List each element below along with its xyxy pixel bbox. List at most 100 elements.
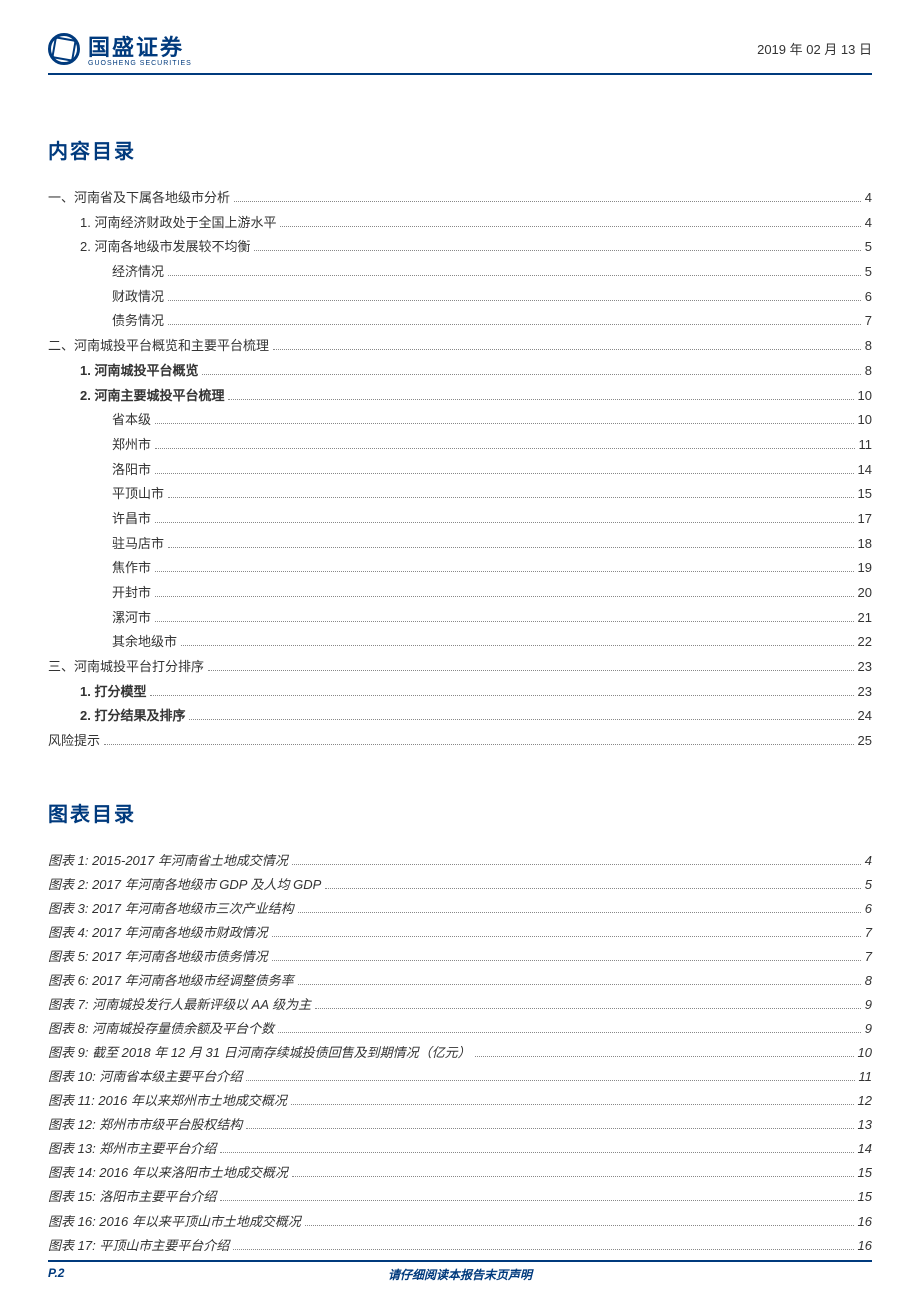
figure-entry-label: 图表 13: 郑州市主要平台介绍 — [48, 1137, 216, 1161]
toc-entry-page: 8 — [865, 334, 872, 359]
figure-entry-label: 图表 17: 平顶山市主要平台介绍 — [48, 1234, 229, 1258]
toc-row[interactable]: 2. 河南各地级市发展较不均衡5 — [48, 235, 872, 260]
content-toc: 一、河南省及下属各地级市分析41. 河南经济财政处于全国上游水平42. 河南各地… — [48, 186, 872, 754]
toc-leader-dots — [168, 324, 861, 325]
figure-row[interactable]: 图表 16: 2016 年以来平顶山市土地成交概况 16 — [48, 1210, 872, 1234]
footer-page-number: P.2 — [48, 1266, 64, 1280]
toc-row[interactable]: 2. 河南主要城投平台梳理10 — [48, 384, 872, 409]
toc-entry-label: 许昌市 — [112, 507, 151, 532]
toc-leader-dots — [155, 423, 854, 424]
toc-entry-page: 10 — [858, 408, 872, 433]
toc-leader-dots — [208, 670, 854, 671]
figure-entry-page: 15 — [858, 1161, 872, 1185]
toc-row[interactable]: 三、河南城投平台打分排序23 — [48, 655, 872, 680]
toc-leader-dots — [104, 744, 854, 745]
page-footer: P.2 请仔细阅读本报告末页声明 — [48, 1260, 872, 1280]
toc-entry-label: 三、河南城投平台打分排序 — [48, 655, 204, 680]
figure-row[interactable]: 图表 2: 2017 年河南各地级市 GDP 及人均 GDP5 — [48, 873, 872, 897]
toc-entry-page: 23 — [858, 680, 872, 705]
toc-row[interactable]: 驻马店市18 — [48, 532, 872, 557]
toc-row[interactable]: 1. 打分模型 23 — [48, 680, 872, 705]
toc-row[interactable]: 1. 河南城投平台概览8 — [48, 359, 872, 384]
toc-row[interactable]: 许昌市 17 — [48, 507, 872, 532]
toc-entry-label: 2. 打分结果及排序 — [80, 704, 185, 729]
toc-row[interactable]: 省本级 10 — [48, 408, 872, 433]
toc-entry-page: 15 — [858, 482, 872, 507]
figure-row[interactable]: 图表 4: 2017 年河南各地级市财政情况7 — [48, 921, 872, 945]
toc-row[interactable]: 平顶山市15 — [48, 482, 872, 507]
toc-entry-page: 5 — [865, 260, 872, 285]
figure-entry-label: 图表 16: 2016 年以来平顶山市土地成交概况 — [48, 1210, 301, 1234]
toc-row[interactable]: 二、河南城投平台概览和主要平台梳理8 — [48, 334, 872, 359]
toc-leader-dots — [155, 621, 854, 622]
toc-entry-page: 25 — [858, 729, 872, 754]
figure-leader-dots — [292, 864, 861, 865]
toc-row[interactable]: 开封市20 — [48, 581, 872, 606]
toc-entry-label: 1. 打分模型 — [80, 680, 146, 705]
toc-row[interactable]: 风险提示25 — [48, 729, 872, 754]
toc-entry-label: 开封市 — [112, 581, 151, 606]
toc-entry-label: 焦作市 — [112, 556, 151, 581]
figure-row[interactable]: 图表 7: 河南城投发行人最新评级以 AA 级为主9 — [48, 993, 872, 1017]
figure-row[interactable]: 图表 12: 郑州市市级平台股权结构 13 — [48, 1113, 872, 1137]
figure-row[interactable]: 图表 10: 河南省本级主要平台介绍11 — [48, 1065, 872, 1089]
toc-leader-dots — [155, 448, 854, 449]
figure-row[interactable]: 图表 6: 2017 年河南各地级市经调整债务率 8 — [48, 969, 872, 993]
figure-entry-page: 5 — [865, 873, 872, 897]
logo-text-wrap: 国盛证券 GUOSHENG SECURITIES — [88, 30, 192, 67]
toc-entry-label: 漯河市 — [112, 606, 151, 631]
figure-entry-label: 图表 7: 河南城投发行人最新评级以 AA 级为主 — [48, 993, 311, 1017]
toc-entry-page: 21 — [858, 606, 872, 631]
toc-row[interactable]: 2. 打分结果及排序24 — [48, 704, 872, 729]
figure-row[interactable]: 图表 3: 2017 年河南各地级市三次产业结构6 — [48, 897, 872, 921]
toc-row[interactable]: 其余地级市22 — [48, 630, 872, 655]
figure-entry-page: 10 — [858, 1041, 872, 1065]
toc-row[interactable]: 债务情况7 — [48, 309, 872, 334]
figure-entry-label: 图表 15: 洛阳市主要平台介绍 — [48, 1185, 216, 1209]
figure-leader-dots — [220, 1152, 853, 1153]
figure-row[interactable]: 图表 5: 2017 年河南各地级市债务情况7 — [48, 945, 872, 969]
page-header: 国盛证券 GUOSHENG SECURITIES 2019 年 02 月 13 … — [48, 30, 872, 75]
toc-entry-page: 4 — [865, 211, 872, 236]
toc-leader-dots — [155, 571, 854, 572]
figure-leader-dots — [292, 1176, 854, 1177]
toc-row[interactable]: 洛阳市14 — [48, 458, 872, 483]
toc-leader-dots — [168, 547, 854, 548]
figure-leader-dots — [298, 912, 861, 913]
toc-leader-dots — [181, 645, 854, 646]
figure-entry-page: 9 — [865, 1017, 872, 1041]
toc-entry-label: 驻马店市 — [112, 532, 164, 557]
figure-entry-label: 图表 4: 2017 年河南各地级市财政情况 — [48, 921, 268, 945]
toc-row[interactable]: 经济情况5 — [48, 260, 872, 285]
figure-row[interactable]: 图表 17: 平顶山市主要平台介绍16 — [48, 1234, 872, 1258]
figure-row[interactable]: 图表 14: 2016 年以来洛阳市土地成交概况15 — [48, 1161, 872, 1185]
figure-row[interactable]: 图表 1: 2015-2017 年河南省土地成交情况4 — [48, 849, 872, 873]
toc-entry-label: 2. 河南各地级市发展较不均衡 — [80, 235, 250, 260]
figure-entry-page: 13 — [858, 1113, 872, 1137]
figure-leader-dots — [315, 1008, 861, 1009]
toc-leader-dots — [168, 275, 861, 276]
figure-row[interactable]: 图表 15: 洛阳市主要平台介绍15 — [48, 1185, 872, 1209]
toc-row[interactable]: 焦作市19 — [48, 556, 872, 581]
toc-entry-page: 17 — [858, 507, 872, 532]
toc-row[interactable]: 1. 河南经济财政处于全国上游水平4 — [48, 211, 872, 236]
figure-row[interactable]: 图表 11: 2016 年以来郑州市土地成交概况12 — [48, 1089, 872, 1113]
figure-entry-label: 图表 8: 河南城投存量债余额及平台个数 — [48, 1017, 274, 1041]
figure-entry-page: 16 — [858, 1210, 872, 1234]
figure-entry-page: 4 — [865, 849, 872, 873]
toc-entry-label: 省本级 — [112, 408, 151, 433]
toc-leader-dots — [273, 349, 861, 350]
figure-entry-label: 图表 12: 郑州市市级平台股权结构 — [48, 1113, 242, 1137]
figure-row[interactable]: 图表 13: 郑州市主要平台介绍14 — [48, 1137, 872, 1161]
figure-entry-page: 8 — [865, 969, 872, 993]
toc-entry-label: 其余地级市 — [112, 630, 177, 655]
toc-row[interactable]: 财政情况6 — [48, 285, 872, 310]
toc-leader-dots — [155, 522, 854, 523]
toc-entry-label: 一、河南省及下属各地级市分析 — [48, 186, 230, 211]
figure-entry-label: 图表 6: 2017 年河南各地级市经调整债务率 — [48, 969, 294, 993]
figure-row[interactable]: 图表 8: 河南城投存量债余额及平台个数 9 — [48, 1017, 872, 1041]
figure-row[interactable]: 图表 9: 截至 2018 年 12 月 31 日河南存续城投债回售及到期情况（… — [48, 1041, 872, 1065]
toc-row[interactable]: 郑州市11 — [48, 433, 872, 458]
toc-row[interactable]: 一、河南省及下属各地级市分析4 — [48, 186, 872, 211]
toc-row[interactable]: 漯河市 21 — [48, 606, 872, 631]
